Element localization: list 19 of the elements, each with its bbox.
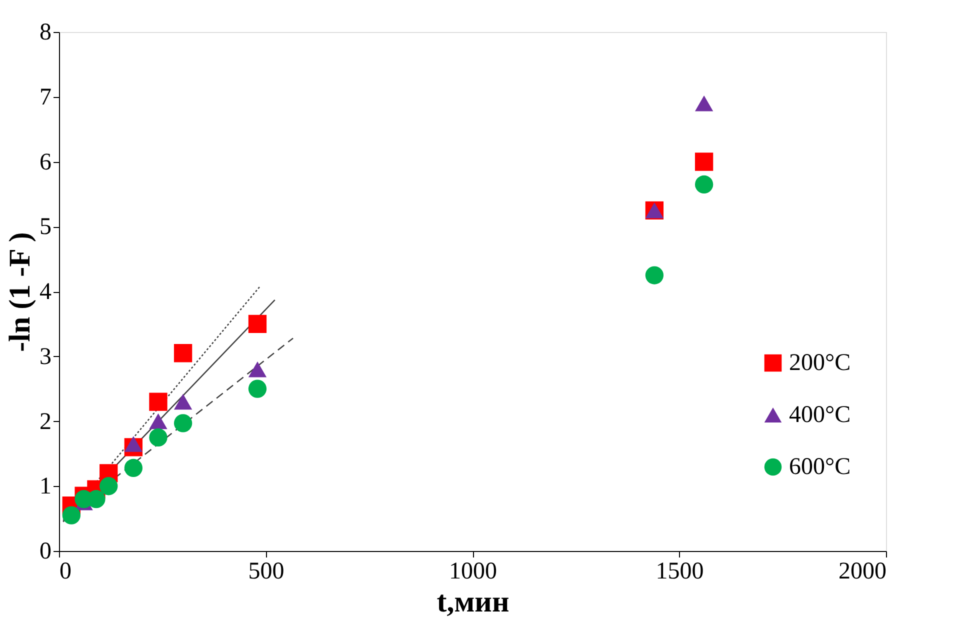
x-axis-title: t,мин — [436, 586, 510, 618]
y-tick-label: 4 — [40, 279, 52, 305]
y-tick-label: 8 — [40, 20, 52, 46]
legend-label: 200°C — [789, 350, 851, 376]
legend-label: 600°C — [789, 454, 851, 480]
legend-label: 400°C — [789, 402, 851, 428]
x-tick-label: 1000 — [449, 558, 497, 584]
y-tick-label: 5 — [40, 214, 52, 240]
y-tick-label: 2 — [40, 408, 52, 435]
y-tick-label: 0 — [40, 538, 52, 564]
y-tick-label: 3 — [40, 344, 52, 370]
y-tick-label: 1 — [40, 474, 52, 500]
y-tick-label: 7 — [40, 84, 52, 110]
y-axis-title: -ln (1 -F ) — [4, 232, 36, 352]
x-tick-label: 500 — [248, 558, 284, 584]
x-tick-label: 1500 — [656, 558, 704, 584]
x-tick-label: 2000 — [838, 558, 886, 584]
x-tick-label: 0 — [60, 558, 72, 584]
y-tick-label: 6 — [40, 149, 52, 176]
